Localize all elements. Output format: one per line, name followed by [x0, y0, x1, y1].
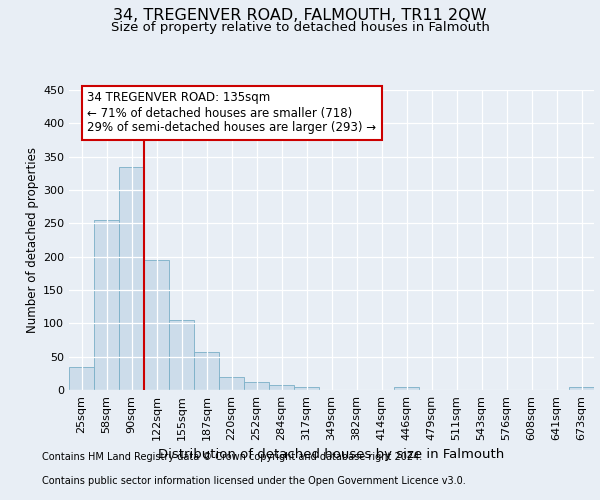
- Bar: [294, 388, 319, 390]
- Bar: [269, 386, 294, 390]
- Text: Contains public sector information licensed under the Open Government Licence v3: Contains public sector information licen…: [42, 476, 466, 486]
- Bar: [144, 260, 169, 390]
- Bar: [119, 166, 144, 390]
- Text: 34 TREGENVER ROAD: 135sqm
← 71% of detached houses are smaller (718)
29% of semi: 34 TREGENVER ROAD: 135sqm ← 71% of detac…: [88, 92, 377, 134]
- Y-axis label: Number of detached properties: Number of detached properties: [26, 147, 39, 333]
- Bar: [569, 388, 594, 390]
- Bar: [94, 220, 119, 390]
- Bar: [244, 382, 269, 390]
- Bar: [169, 320, 194, 390]
- Bar: [194, 352, 219, 390]
- Text: Size of property relative to detached houses in Falmouth: Size of property relative to detached ho…: [110, 22, 490, 35]
- X-axis label: Distribution of detached houses by size in Falmouth: Distribution of detached houses by size …: [158, 448, 505, 462]
- Bar: [69, 366, 94, 390]
- Text: Contains HM Land Registry data © Crown copyright and database right 2024.: Contains HM Land Registry data © Crown c…: [42, 452, 422, 462]
- Bar: [219, 376, 244, 390]
- Bar: [394, 388, 419, 390]
- Text: 34, TREGENVER ROAD, FALMOUTH, TR11 2QW: 34, TREGENVER ROAD, FALMOUTH, TR11 2QW: [113, 8, 487, 22]
